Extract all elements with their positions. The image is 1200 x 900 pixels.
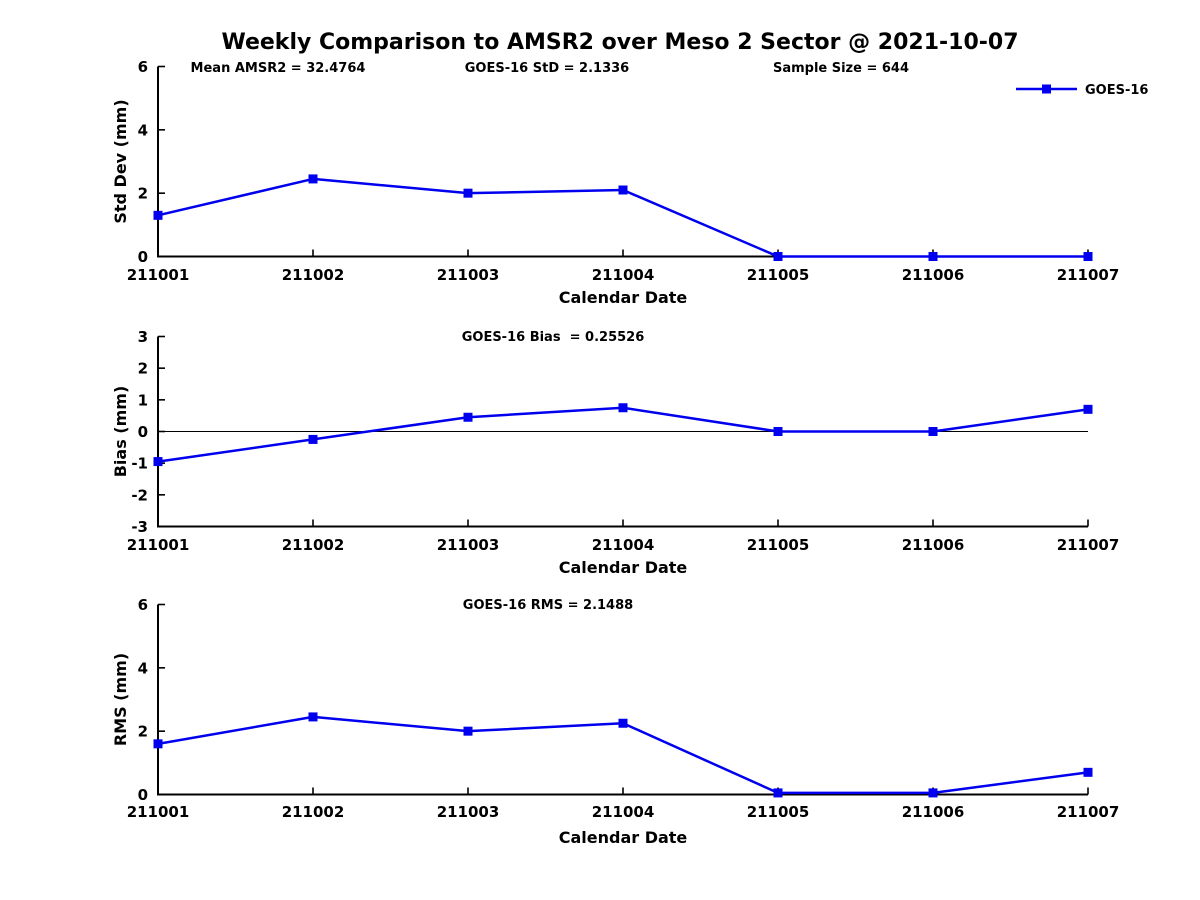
series-line bbox=[157, 406, 1089, 463]
annotation-text: GOES-16 StD = 2.1336 bbox=[465, 61, 629, 76]
subplot-std-dev-mm-: 0 2 4 6 211001 211002 211003 211004 211005 211006… bbox=[111, 58, 1119, 307]
legend: GOES-16 bbox=[1016, 83, 1148, 98]
data-point-marker bbox=[463, 412, 473, 422]
y-axis-title: RMS (mm) bbox=[111, 653, 130, 746]
data-point-marker bbox=[1083, 252, 1093, 261]
legend-label: GOES-16 bbox=[1085, 83, 1148, 98]
data-point-marker bbox=[1083, 767, 1093, 777]
data-point-marker bbox=[308, 712, 318, 722]
y-tick-label: 4 bbox=[138, 121, 148, 139]
x-tick-label: 211006 bbox=[902, 266, 965, 284]
series-line bbox=[157, 715, 1089, 795]
data-point-marker bbox=[928, 427, 938, 436]
data-point-marker bbox=[773, 788, 783, 798]
x-tick-label: 211007 bbox=[1057, 536, 1120, 554]
data-point-marker bbox=[308, 434, 318, 444]
y-tick-label: 0 bbox=[138, 786, 148, 804]
y-tick-label: 3 bbox=[138, 328, 148, 346]
y-tick-label: 2 bbox=[138, 723, 148, 741]
y-tick-label: 4 bbox=[138, 659, 148, 677]
y-tick-label: 0 bbox=[138, 423, 148, 441]
data-point-marker bbox=[618, 403, 628, 413]
y-tick-label: -3 bbox=[131, 518, 148, 536]
data-point-marker bbox=[618, 718, 628, 728]
x-tick-label: 211004 bbox=[592, 536, 655, 554]
figure-title: Weekly Comparison to AMSR2 over Meso 2 S… bbox=[221, 30, 1019, 55]
x-tick-label: 211003 bbox=[437, 266, 500, 284]
x-tick-label: 211003 bbox=[437, 803, 500, 821]
y-tick-label: 6 bbox=[138, 58, 148, 76]
annotation-text: Sample Size = 644 bbox=[773, 61, 909, 76]
x-tick-label: 211005 bbox=[747, 266, 810, 284]
data-point-marker bbox=[153, 210, 163, 220]
y-axis-title: Std Dev (mm) bbox=[111, 99, 130, 223]
x-tick-label: 211005 bbox=[747, 803, 810, 821]
data-point-marker bbox=[308, 174, 318, 184]
y-tick-label: 2 bbox=[138, 360, 148, 378]
annotation-text: Mean AMSR2 = 32.4764 bbox=[191, 61, 366, 76]
y-tick-label: 2 bbox=[138, 185, 148, 203]
subplot-bias-mm-: -3 -2 -1 0 1 2 3 211001 211002 211003 211004 211005… bbox=[111, 328, 1119, 577]
x-tick-label: 211004 bbox=[592, 803, 655, 821]
x-tick-label: 211001 bbox=[127, 266, 190, 284]
x-tick-label: 211007 bbox=[1057, 803, 1120, 821]
subplot-rms-mm-: 0 2 4 6 211001 211002 211003 211004 211005 211006… bbox=[111, 596, 1119, 847]
data-point-marker bbox=[618, 185, 628, 195]
annotation-text: GOES-16 RMS = 2.1488 bbox=[463, 598, 633, 613]
x-tick-label: 211007 bbox=[1057, 266, 1120, 284]
x-tick-label: 211004 bbox=[592, 266, 655, 284]
y-tick-label: -2 bbox=[131, 486, 148, 504]
y-tick-label: 1 bbox=[138, 391, 148, 409]
y-tick-label: 0 bbox=[138, 248, 148, 266]
x-tick-label: 211003 bbox=[437, 536, 500, 554]
x-tick-label: 211002 bbox=[282, 266, 345, 284]
x-tick-label: 211001 bbox=[127, 803, 190, 821]
y-tick-label: -1 bbox=[131, 455, 148, 473]
data-point-marker bbox=[928, 788, 938, 798]
annotation-text: GOES-16 Bias = 0.25526 bbox=[462, 330, 645, 345]
y-axis-title: Bias (mm) bbox=[111, 386, 130, 478]
x-tick-label: 211002 bbox=[282, 536, 345, 554]
x-tick-label: 211001 bbox=[127, 536, 190, 554]
x-tick-label: 211002 bbox=[282, 803, 345, 821]
data-point-marker bbox=[773, 427, 783, 436]
x-tick-label: 211006 bbox=[902, 536, 965, 554]
data-point-marker bbox=[1083, 404, 1093, 414]
x-tick-label: 211005 bbox=[747, 536, 810, 554]
y-tick-label: 6 bbox=[138, 596, 148, 614]
data-point-marker bbox=[153, 457, 163, 467]
data-point-marker bbox=[463, 726, 473, 736]
x-axis-title: Calendar Date bbox=[559, 558, 688, 577]
legend-marker bbox=[1042, 84, 1051, 94]
x-axis-title: Calendar Date bbox=[559, 288, 688, 307]
x-axis-title: Calendar Date bbox=[559, 828, 688, 847]
x-tick-label: 211006 bbox=[902, 803, 965, 821]
data-point-marker bbox=[153, 739, 163, 749]
data-point-marker bbox=[773, 252, 783, 261]
data-point-marker bbox=[928, 252, 938, 261]
data-point-marker bbox=[463, 188, 473, 198]
